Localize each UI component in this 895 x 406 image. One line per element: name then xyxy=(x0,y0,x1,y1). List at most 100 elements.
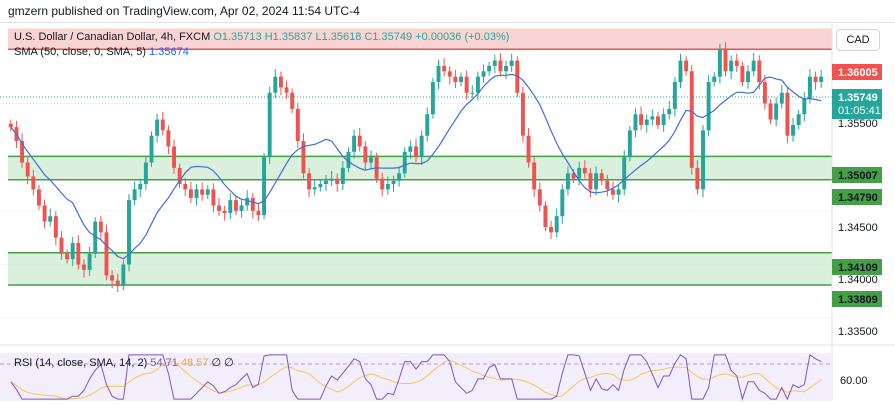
candle-body xyxy=(785,92,790,136)
candle-body xyxy=(267,92,272,158)
candle-body xyxy=(239,205,244,211)
candle-body xyxy=(751,60,756,72)
candle-body xyxy=(414,146,418,158)
candle-body xyxy=(684,60,689,72)
candle-body xyxy=(610,189,615,195)
sma-value: 1.35674 xyxy=(149,46,189,58)
candle-body xyxy=(661,114,666,125)
candle-body xyxy=(200,189,205,195)
candle-body xyxy=(357,135,362,147)
candle-body xyxy=(290,92,295,109)
rsi-pane xyxy=(0,353,832,401)
candle-body xyxy=(408,146,413,152)
candle-body xyxy=(295,108,300,142)
candle-body xyxy=(515,60,520,93)
level-badge-resistance xyxy=(832,64,882,80)
candle-body xyxy=(470,92,475,94)
level-badge-text: 1.33809 xyxy=(838,294,878,306)
candle-body xyxy=(712,76,717,83)
candle-body xyxy=(672,82,677,109)
candle-body xyxy=(352,135,357,152)
candle-body xyxy=(543,205,548,227)
candle-body xyxy=(520,92,525,136)
candle-body xyxy=(155,119,160,136)
candle-body xyxy=(565,173,570,190)
candle-body xyxy=(127,200,131,265)
ohlc-low: L1.35618 xyxy=(315,31,362,43)
candle-body xyxy=(149,135,154,163)
candle-body xyxy=(768,103,773,120)
symbol-title: U.S. Dollar / Canadian Dollar, 4h, FXCM xyxy=(14,31,211,43)
candle-body xyxy=(791,124,796,136)
candle-body xyxy=(442,65,447,72)
level-badge-support xyxy=(832,167,882,183)
candle-body xyxy=(245,197,250,206)
level-badge-text: 1.35007 xyxy=(838,170,878,182)
rsi-ma-line xyxy=(10,359,822,400)
candle-body xyxy=(143,162,148,184)
candle-body xyxy=(706,82,711,131)
candle-body xyxy=(475,76,480,93)
candle-body xyxy=(481,71,486,77)
level-badge-support xyxy=(832,259,882,275)
rsi-line xyxy=(10,354,822,401)
candle-body xyxy=(115,280,120,286)
candle-body xyxy=(70,243,75,260)
candle-body xyxy=(402,151,407,174)
attribution: gmzern published on TradingView.com, Apr… xyxy=(8,4,360,18)
candle-body xyxy=(577,167,582,179)
candle-body xyxy=(498,60,503,72)
candle-body xyxy=(217,205,222,211)
candle-body xyxy=(385,184,390,190)
ohlc-close: C1.35749 xyxy=(364,31,413,43)
candle-body xyxy=(526,135,531,163)
candle-body xyxy=(616,189,621,195)
candle-body xyxy=(639,114,644,125)
candle-body xyxy=(166,130,171,147)
tick-label: 1.35500 xyxy=(838,118,878,130)
candle-body xyxy=(363,146,368,163)
current-price-badge xyxy=(832,89,882,119)
candle-body xyxy=(644,119,649,125)
candle-body xyxy=(492,60,497,66)
candle-body xyxy=(537,189,542,206)
chart-frame[interactable]: 1.35500 1.34500 1.34000 1.33500 60.00 1.… xyxy=(0,22,895,401)
candle-body xyxy=(42,205,47,222)
candle-body xyxy=(323,180,328,184)
candle-body xyxy=(278,76,283,88)
candle-body xyxy=(504,65,509,72)
candle-body xyxy=(59,237,64,254)
candle-body xyxy=(487,65,492,72)
candle-body xyxy=(76,243,81,265)
candle-body xyxy=(813,76,818,83)
sma-line xyxy=(10,73,822,260)
sma-legend[interactable]: SMA (50, close, 0, SMA, 5) 1.35674 xyxy=(14,46,189,58)
rsi-extra: ∅ ∅ xyxy=(211,357,234,369)
candle-body xyxy=(183,184,188,190)
candle-body xyxy=(729,60,734,72)
level-badge-text: 1.34109 xyxy=(838,262,878,274)
candle-body xyxy=(132,189,137,201)
candle-body xyxy=(284,87,289,93)
candle-body xyxy=(31,176,36,190)
candle-body xyxy=(110,275,115,281)
tick-label: 1.34000 xyxy=(838,274,878,286)
candle-body xyxy=(554,216,559,233)
candle-body xyxy=(717,49,722,77)
symbol-legend[interactable]: U.S. Dollar / Canadian Dollar, 4h, FXCM … xyxy=(14,31,509,43)
currency-button[interactable]: CAD xyxy=(836,29,880,51)
candle-body xyxy=(464,76,469,93)
rsi-value: 54.71 xyxy=(150,357,178,369)
candle-body xyxy=(262,157,267,216)
rsi-legend[interactable]: RSI (14, close, SMA, 14, 2) 54.71 48.57 … xyxy=(14,356,234,369)
candle-body xyxy=(233,200,238,211)
rsi-label: RSI (14, close, SMA, 14, 2) xyxy=(14,357,148,369)
candle-body xyxy=(678,60,683,83)
level-badge-support xyxy=(832,291,882,307)
candle-body xyxy=(256,210,261,216)
candle-body xyxy=(188,189,193,198)
candle-body xyxy=(205,189,210,195)
price-chart[interactable]: 1.35500 1.34500 1.34000 1.33500 60.00 1.… xyxy=(0,23,895,401)
candle-body xyxy=(549,226,554,233)
candle-body xyxy=(335,178,340,184)
